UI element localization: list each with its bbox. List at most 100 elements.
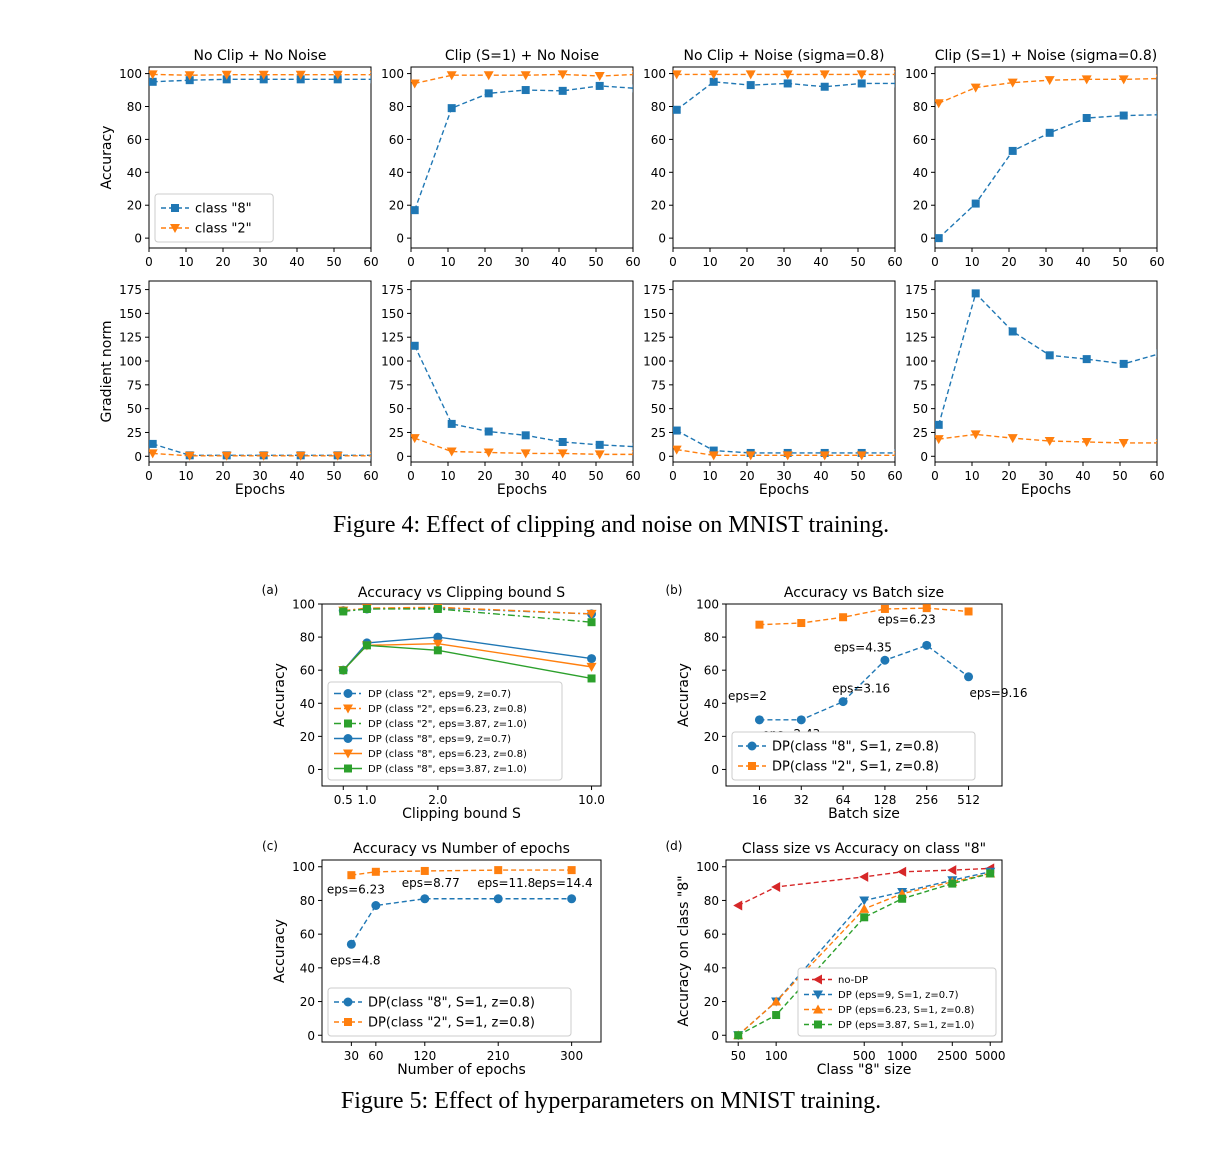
- fig5-b-xtick-label: 256: [915, 793, 938, 807]
- fig4-grad-4-frame: [934, 280, 1158, 463]
- fig4-grad-3-xtick-label: 0: [669, 469, 677, 483]
- fig5-b-xtick-label: 64: [835, 793, 850, 807]
- fig4-acc-3-frame: [672, 66, 896, 249]
- fig5-b-ytick-label: 40: [704, 697, 719, 711]
- fig5-c-ytick-label: 0: [307, 1029, 315, 1043]
- fig5-a-series-2-point: [362, 604, 371, 613]
- fig5-c-ytick-label: 80: [300, 894, 315, 908]
- fig4-grad-1-ytick-label: 25: [127, 426, 142, 440]
- fig5-a-legend-marker: [344, 764, 352, 773]
- fig5-b-ylabel: Accuracy: [676, 663, 692, 727]
- fig4-grad-2-series-1-point: [520, 449, 531, 459]
- fig5-a-ytick-label: 0: [307, 763, 315, 777]
- fig4-grad-2-ytick-label: 25: [389, 426, 404, 440]
- fig5-b-legend-label: DP(class "8", S=1, z=0.8): [772, 740, 939, 755]
- fig4-grad-3-xtick-label: 30: [776, 469, 791, 483]
- fig4-acc-4-xtick-label: 40: [1075, 255, 1090, 269]
- fig4-grad-4-ytick-label: 175: [905, 283, 928, 297]
- fig4-grad-4-ytick-label: 100: [905, 355, 928, 369]
- fig4-acc-2-ytick-label: 20: [389, 199, 404, 213]
- fig5-b-ytick-label: 20: [704, 730, 719, 744]
- fig4-grad-2-series-0-point: [632, 442, 633, 451]
- fig5-b-xtick-label: 32: [794, 793, 809, 807]
- fig5-d-xtick-label: 1000: [887, 1049, 918, 1063]
- fig4-grad-3-ytick-label: 100: [643, 355, 666, 369]
- fig5-b-annotation: eps=6.23: [878, 612, 936, 626]
- fig4-grad-3-series-1-point: [708, 451, 719, 461]
- fig4-grad-4-xtick-label: 30: [1038, 469, 1053, 483]
- fig4-acc-3-xtick-label: 40: [813, 255, 828, 269]
- fig5-c-legend-marker: [344, 1018, 352, 1026]
- fig5-d-legend-label: no-DP: [838, 975, 868, 986]
- fig4-acc-2-ytick-label: 40: [389, 166, 404, 180]
- fig5-c-series-1-point: [347, 871, 356, 880]
- fig4-acc-4-xtick-label: 60: [1149, 255, 1164, 269]
- fig4-grad-4-xtick-label: 0: [931, 469, 939, 483]
- fig5-d-ytick-label: 80: [704, 894, 719, 908]
- fig4-acc-3-plot-area: [673, 70, 895, 114]
- fig4-acc-2-series-0-point: [558, 86, 567, 95]
- fig5-b-series-1-point: [839, 613, 848, 622]
- fig4-grad-3-series-1-point: [893, 451, 895, 454]
- fig4-acc-1-ytick-label: 20: [127, 199, 142, 213]
- fig5-a-legend-label: DP (class "8", eps=6.23, z=0.8): [368, 749, 527, 760]
- fig4-grad-4-ytick-label: 125: [905, 331, 928, 345]
- fig4-grad-3-ytick-label: 125: [643, 331, 666, 345]
- fig4-grad-1-xtick-label: 30: [252, 469, 267, 483]
- fig5-d-series-0-point: [771, 881, 781, 892]
- fig5-d-xtick-label: 50: [731, 1049, 746, 1063]
- fig5-a-series-2-line: [343, 608, 592, 623]
- fig5-a-xtick-label: 1.0: [357, 793, 376, 807]
- fig4-grad-2-ytick-label: 50: [389, 402, 404, 416]
- fig5-c-series-0-point: [371, 901, 381, 910]
- fig4-acc-1-series-1-point: [258, 70, 269, 80]
- fig4-acc-4-series-1-point: [970, 83, 981, 93]
- fig4-acc-4-plot-area: [935, 74, 1157, 243]
- fig4-acc-2-series-1-point: [594, 72, 605, 82]
- fig5-c-series-0-point: [346, 939, 356, 949]
- fig5-d-ytick-label: 20: [704, 995, 719, 1009]
- figure-4-caption: Figure 4: Effect of clipping and noise o…: [332, 512, 890, 538]
- fig4-acc-4-series-1-point: [1155, 74, 1157, 77]
- fig5-d-xtick-label: 2500: [937, 1049, 968, 1063]
- fig5-a-series-4-point: [586, 662, 597, 672]
- fig4-grad-4-xtick-label: 10: [964, 469, 979, 483]
- fig5-d-series-3-point: [948, 879, 957, 888]
- fig5-a-series-5-point: [362, 641, 371, 650]
- fig4-acc-1-xtick-label: 30: [252, 255, 267, 269]
- fig4-acc-2-xtick-label: 50: [588, 255, 603, 269]
- fig4-grad-1-series-1-point: [295, 451, 306, 461]
- fig5-d-xtick-label: 500: [853, 1049, 876, 1063]
- fig5-a-xlabel: Clipping bound S: [402, 806, 521, 822]
- fig4-grad-3-series-0-point: [709, 446, 718, 455]
- fig4-acc-4-ytick-label: 20: [913, 199, 928, 213]
- fig5-b-series-0-point: [796, 715, 806, 725]
- fig5-d-legend-marker: [813, 990, 823, 1000]
- fig4-acc-3-series-0-point: [783, 79, 792, 88]
- fig4-grad-2-series-1-point: [557, 449, 568, 459]
- fig5-d-series-2-line: [737, 872, 991, 1036]
- fig5-d-ylabel: Accuracy on class "8": [676, 875, 692, 1026]
- fig4-acc-4-title: Clip (S=1) + Noise (sigma=0.8): [935, 48, 1157, 64]
- fig4-grad-4-xlabel: Epochs: [1021, 482, 1071, 498]
- fig4-acc-4-xtick-label: 10: [964, 255, 979, 269]
- fig5-d-ytick-label: 100: [696, 860, 719, 874]
- fig4-grad-3-series-1-point: [673, 445, 682, 455]
- fig4-acc-3-series-1-point: [819, 70, 830, 80]
- fig5-c-annotation: eps=8.77: [402, 876, 460, 890]
- fig5-a-ytick-label: 40: [300, 697, 315, 711]
- fig4-acc-2-plot-area: [411, 70, 633, 215]
- fig4-grad-1-xtick-label: 0: [145, 469, 153, 483]
- fig5-a-panel-label: (a): [262, 583, 279, 597]
- fig5-b-annotation: eps=4.35: [834, 640, 892, 654]
- fig5-b-title: Accuracy vs Batch size: [784, 585, 944, 601]
- fig4-grad-1-xlabel: Epochs: [235, 482, 285, 498]
- fig5-b-series-0-point: [880, 655, 890, 665]
- fig5-b-series-1-point: [755, 620, 764, 629]
- fig4-grad-3-series-1-point: [745, 451, 756, 461]
- fig5-b-plot-area: [754, 604, 974, 725]
- fig5-a-legend-box: [327, 681, 563, 781]
- fig5-a-series-3-point: [433, 632, 443, 642]
- fig4-acc-1-plot-area: [149, 70, 371, 86]
- fig4-acc-2-frame: [410, 66, 634, 249]
